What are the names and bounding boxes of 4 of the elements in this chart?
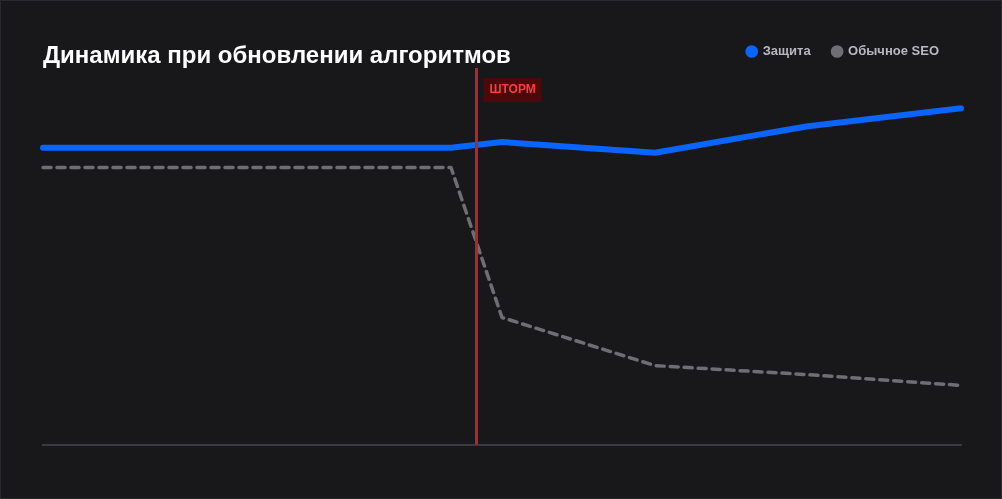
text: ШТОРМ [489,82,536,97]
chart-title: Динамика при обновлении алгоритмов [43,41,511,69]
legend-label: Обычное SEO [848,43,940,59]
legend-label: Защита [762,43,812,59]
